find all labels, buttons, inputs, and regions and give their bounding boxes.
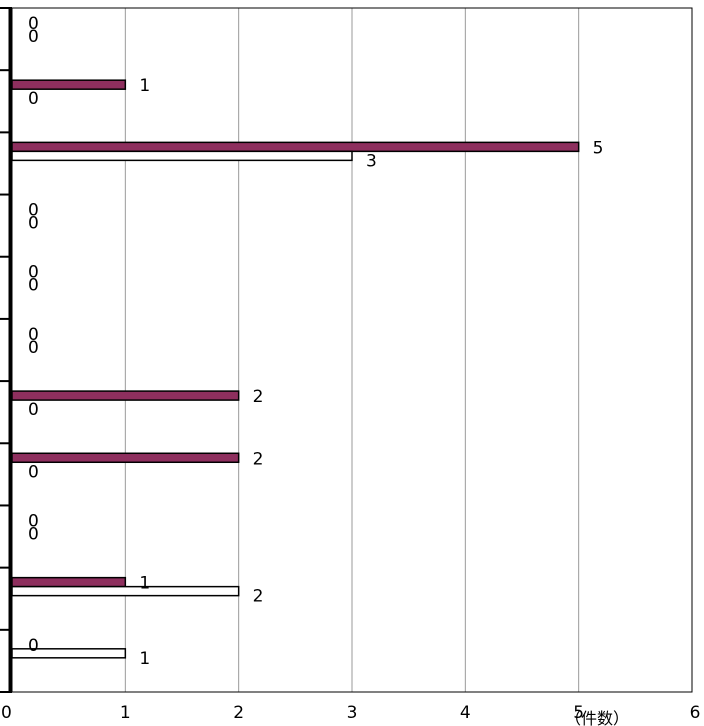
data-label: 3 bbox=[366, 151, 377, 171]
bar bbox=[11, 452, 240, 464]
bars bbox=[11, 79, 580, 659]
x-tick-label: 3 bbox=[347, 703, 358, 723]
data-label: 0 bbox=[28, 263, 39, 283]
data-label: 0 bbox=[28, 276, 39, 296]
plot-frame bbox=[0, 7, 693, 693]
data-label: 2 bbox=[253, 449, 264, 469]
data-label: 5 bbox=[593, 138, 604, 158]
bar bbox=[11, 150, 353, 162]
data-label: 0 bbox=[28, 214, 39, 234]
x-tick-label: 1 bbox=[120, 703, 131, 723]
data-label: 0 bbox=[28, 511, 39, 531]
x-axis-ticks: 0 1 2 3 4 5 6 bbox=[1, 703, 700, 723]
bar bbox=[11, 141, 580, 153]
data-label: 0 bbox=[28, 524, 39, 544]
data-label: 0 bbox=[28, 636, 39, 656]
data-label: 1 bbox=[139, 574, 150, 594]
x-tick-label: 2 bbox=[233, 703, 244, 723]
bar bbox=[11, 79, 127, 90]
data-label: 1 bbox=[139, 649, 150, 669]
data-label: 0 bbox=[28, 27, 39, 47]
x-axis-unit-label: （件数） bbox=[565, 709, 629, 726]
x-tick-label: 4 bbox=[460, 703, 471, 723]
data-label: 2 bbox=[253, 587, 264, 607]
data-label: 0 bbox=[28, 201, 39, 221]
data-label: 1 bbox=[139, 76, 150, 96]
data-label: 0 bbox=[28, 89, 39, 109]
x-tick-label: 0 bbox=[1, 703, 12, 723]
data-label: 0 bbox=[28, 462, 39, 482]
bar bbox=[11, 585, 240, 597]
bar bbox=[11, 390, 240, 401]
bar bbox=[11, 576, 127, 588]
data-label: 0 bbox=[28, 14, 39, 34]
x-tick-label: 6 bbox=[690, 703, 701, 723]
x-tick-label: 5 bbox=[573, 703, 584, 723]
data-label: 0 bbox=[28, 338, 39, 358]
data-label: 0 bbox=[28, 400, 39, 420]
data-label: 2 bbox=[253, 387, 264, 407]
data-label: 0 bbox=[28, 325, 39, 345]
